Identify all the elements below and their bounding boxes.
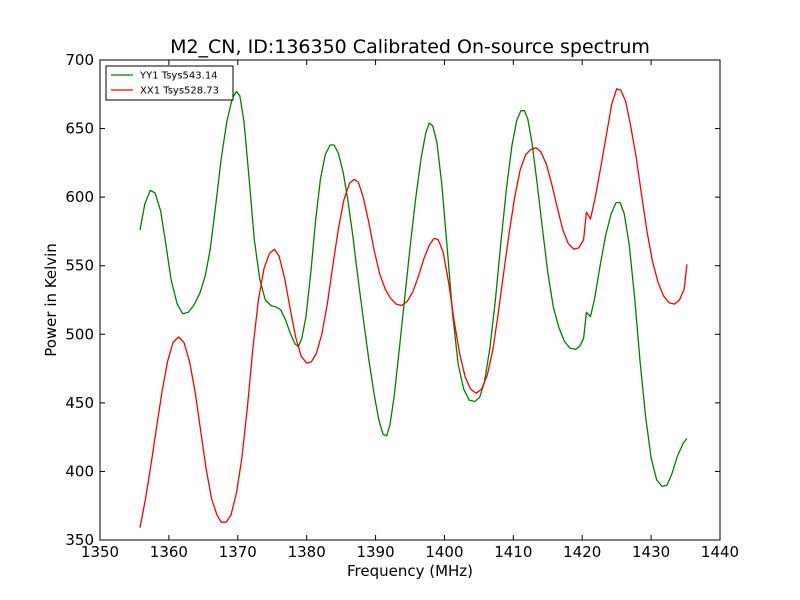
x-tick-label: 1380 bbox=[288, 543, 326, 561]
y-tick-label: 700 bbox=[65, 51, 94, 69]
series-line-1 bbox=[139, 90, 688, 488]
series-line-2 bbox=[139, 88, 688, 528]
x-tick-label: 1400 bbox=[425, 543, 463, 561]
y-tick-label: 600 bbox=[65, 188, 94, 206]
x-tick-label: 1410 bbox=[494, 543, 532, 561]
x-tick-label: 1370 bbox=[219, 543, 257, 561]
y-tick-label: 650 bbox=[65, 120, 94, 138]
legend-box bbox=[105, 65, 234, 101]
x-tick-label: 1440 bbox=[701, 543, 739, 561]
y-axis-label: Power in Kelvin bbox=[42, 243, 60, 357]
plot-area: 1350 1360 1370 1380 1390 1400 1410 1420 1430 1440… bbox=[65, 51, 739, 561]
y-tick-label: 450 bbox=[65, 394, 94, 412]
y-tick-label: 350 bbox=[65, 531, 94, 549]
legend-label-1: YY1 Tsys543.14 bbox=[139, 71, 218, 82]
x-tick-label: 1390 bbox=[356, 543, 394, 561]
chart-title: M2_CN, ID:136350 Calibrated On-source sp… bbox=[170, 36, 650, 58]
legend: YY1 Tsys543.14 XX1 Tsys528.73 bbox=[105, 65, 234, 101]
legend-label-2: XX1 Tsys528.73 bbox=[140, 86, 219, 97]
x-tick-label: 1360 bbox=[150, 543, 188, 561]
x-tick-label: 1420 bbox=[563, 543, 601, 561]
y-tick-label: 500 bbox=[65, 325, 94, 343]
plot-frame bbox=[99, 59, 721, 541]
x-tick-label: 1350 bbox=[81, 543, 119, 561]
y-tick-label: 400 bbox=[65, 462, 94, 480]
x-axis-label: Frequency (MHz) bbox=[347, 562, 473, 580]
y-tick-label: 550 bbox=[65, 257, 94, 275]
x-tick-label: 1430 bbox=[632, 543, 670, 561]
